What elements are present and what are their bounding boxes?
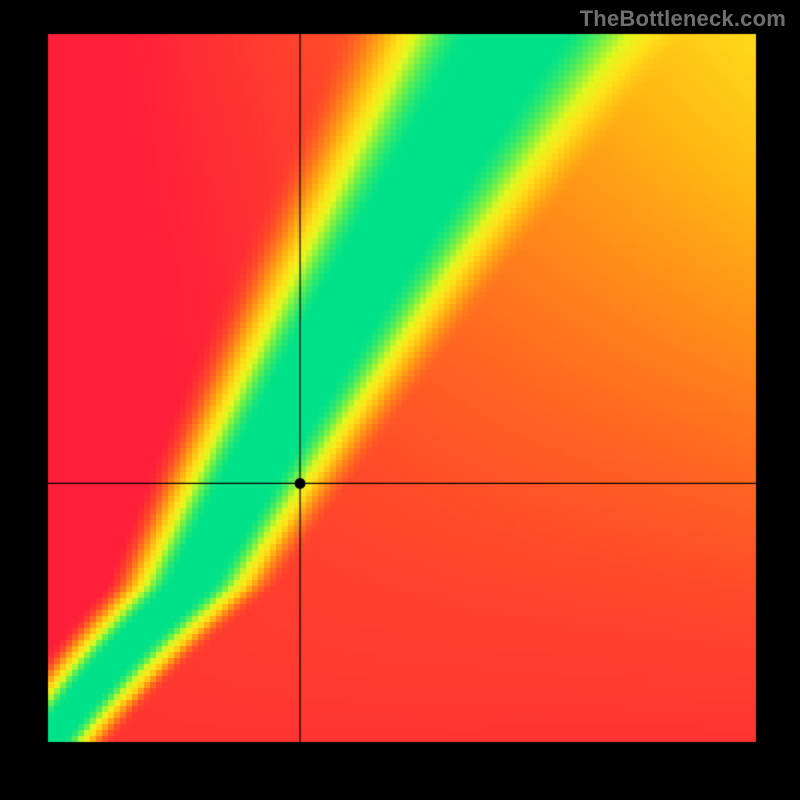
chart-container: TheBottleneck.com (0, 0, 800, 800)
watermark-text: TheBottleneck.com (580, 6, 786, 32)
heatmap-canvas (0, 0, 800, 800)
